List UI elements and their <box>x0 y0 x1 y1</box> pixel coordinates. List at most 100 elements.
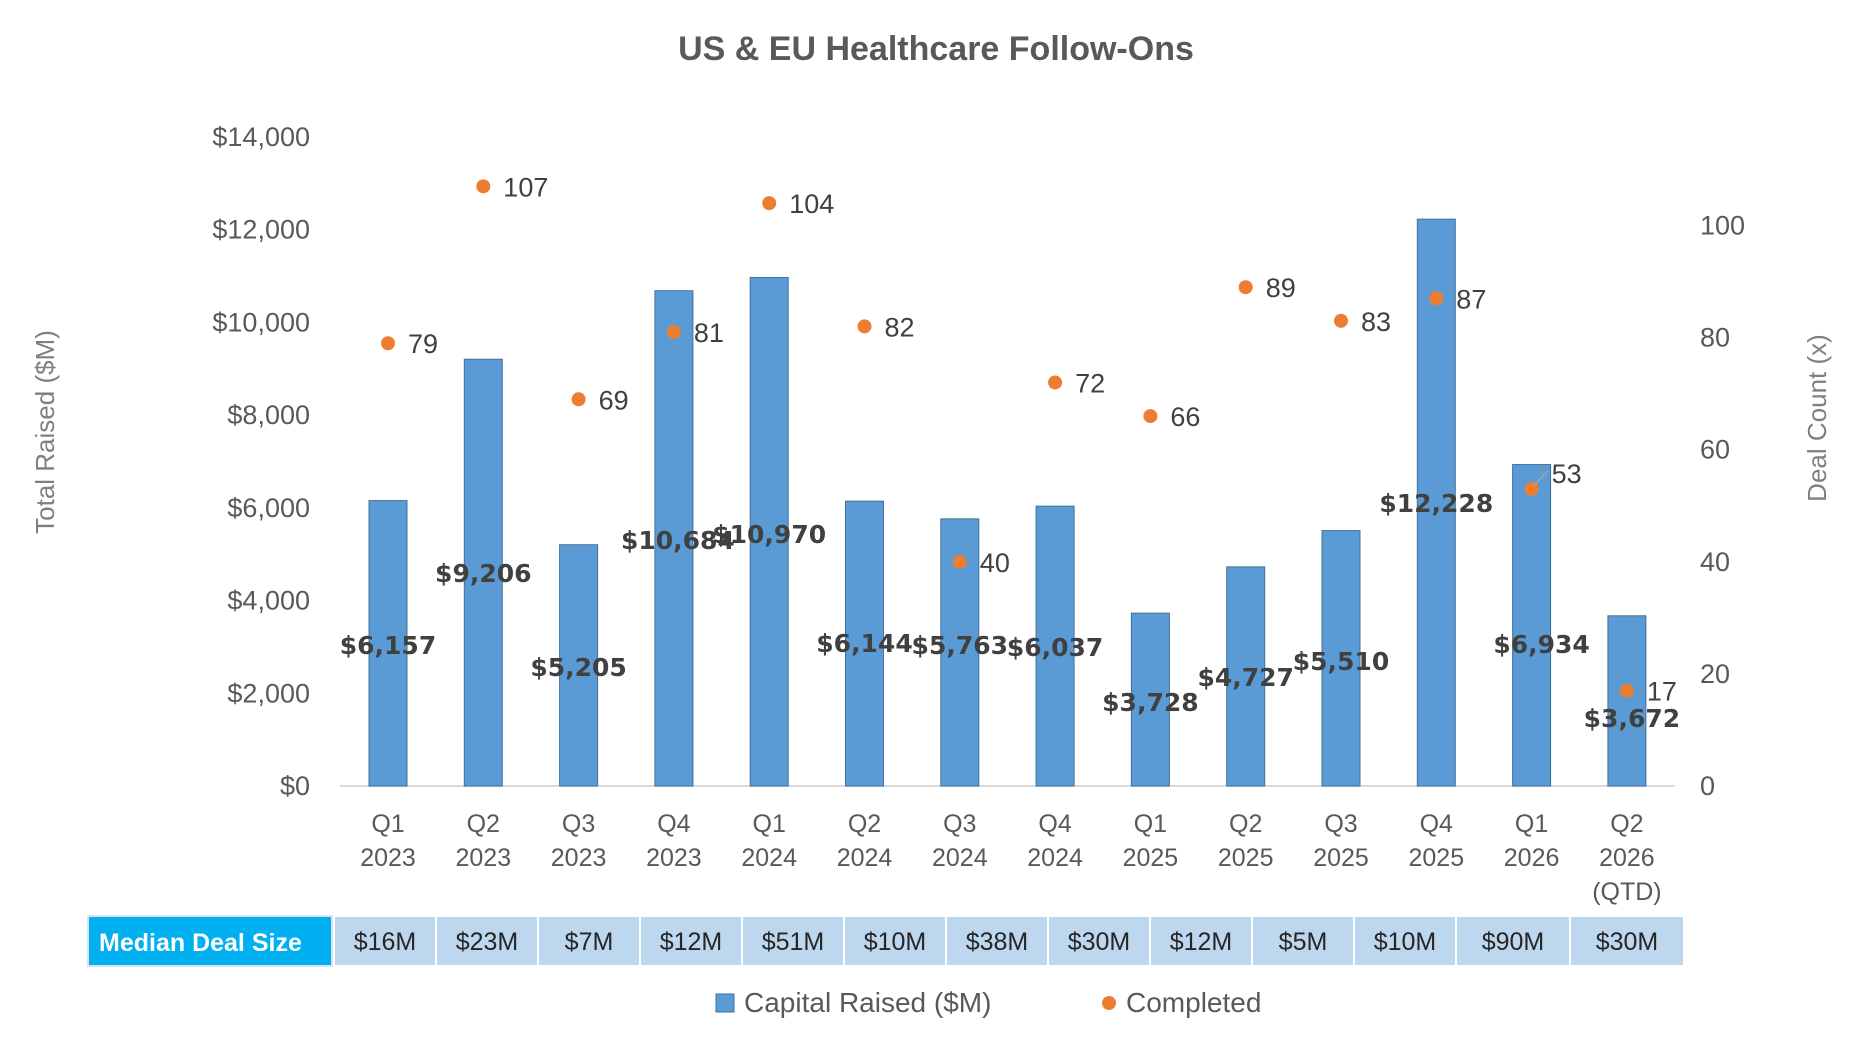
y2-tick-label: 0 <box>1700 771 1715 801</box>
y-tick-label: $6,000 <box>227 493 310 523</box>
point <box>476 179 491 194</box>
median-table-cell <box>843 915 947 967</box>
bar <box>654 290 694 787</box>
median-table-value: $51M <box>762 928 825 956</box>
y-tick-label: $0 <box>280 771 310 801</box>
bar <box>1416 218 1456 787</box>
y2-tick-label: 40 <box>1700 547 1730 577</box>
point <box>1334 313 1348 328</box>
point-value-label: 66 <box>1170 402 1200 432</box>
point-value-label: 40 <box>980 548 1010 578</box>
y-tick-label: $14,000 <box>212 122 310 152</box>
median-table-value: $23M <box>456 928 519 956</box>
median-table-cell <box>1569 915 1685 967</box>
point-value-label: 82 <box>885 312 915 342</box>
point-value-label: 81 <box>694 318 724 348</box>
bar <box>1607 615 1647 787</box>
median-table-cell <box>1047 915 1151 967</box>
y-axis-title: Total Raised ($M) <box>30 330 60 534</box>
point <box>952 554 967 569</box>
x-tick-label: Q2 <box>848 810 881 838</box>
point-value-label: 89 <box>1266 273 1296 303</box>
legend-swatch-capital <box>715 993 735 1013</box>
median-table-cell <box>945 915 1049 967</box>
bar <box>463 358 503 787</box>
chart-title: US & EU Healthcare Follow-Ons <box>678 30 1194 68</box>
y-tick-label: $12,000 <box>212 215 310 245</box>
bar <box>1512 464 1552 787</box>
x-tick-label: 2024 <box>837 844 893 872</box>
median-table-label: Median Deal Size <box>99 929 302 957</box>
point <box>762 196 777 211</box>
bar-value-label: $10,684 <box>621 526 735 555</box>
median-table-value: $38M <box>966 928 1029 956</box>
point <box>1429 291 1444 306</box>
y-tick-label: $2,000 <box>227 678 310 708</box>
x-tick-label: 2023 <box>455 844 511 872</box>
median-table-cell <box>1251 915 1355 967</box>
median-table-cell <box>1455 915 1571 967</box>
bar-value-label: $5,510 <box>1293 647 1389 676</box>
bar-value-label: $3,728 <box>1102 688 1198 717</box>
x-tick-label: 2024 <box>1027 844 1083 872</box>
x-tick-label: 2026 <box>1504 844 1560 872</box>
y2-tick-label: 100 <box>1700 211 1745 241</box>
y-tick-label: $4,000 <box>227 586 310 616</box>
median-table-value: $5M <box>1279 928 1328 956</box>
bar <box>559 544 599 787</box>
bar-value-label: $12,228 <box>1379 489 1493 518</box>
x-tick-label: Q2 <box>1229 810 1262 838</box>
bar-value-label: $6,144 <box>816 629 912 658</box>
legend: Capital Raised ($M) Completed <box>715 987 1261 1018</box>
x-tick-label: Q4 <box>1420 810 1453 838</box>
x-tick-label: 2025 <box>1408 844 1464 872</box>
x-tick-label: Q1 <box>371 810 404 838</box>
bar-value-label: $9,206 <box>435 559 531 588</box>
legend-label-capital: Capital Raised ($M) <box>744 987 991 1018</box>
bar-value-label: $6,934 <box>1493 630 1589 659</box>
median-table-header-cell <box>87 915 333 967</box>
point-value-label: 79 <box>408 329 438 359</box>
y2-tick-label: 80 <box>1700 323 1730 353</box>
x-tick-label: 2025 <box>1218 844 1274 872</box>
leader-line <box>1534 470 1549 486</box>
bar-value-label: $3,672 <box>1584 704 1680 733</box>
bar <box>1226 566 1266 787</box>
point <box>666 325 681 340</box>
median-table-cell <box>537 915 641 967</box>
point-value-label: 87 <box>1456 284 1486 314</box>
bar-value-label: $5,763 <box>912 631 1008 660</box>
x-tick-label: 2023 <box>646 844 702 872</box>
median-table-value: $12M <box>1170 928 1233 956</box>
legend-label-completed: Completed <box>1126 987 1261 1018</box>
point <box>1048 375 1063 390</box>
x-tick-label: 2025 <box>1123 844 1179 872</box>
bar <box>1321 530 1361 787</box>
point <box>571 392 586 407</box>
x-tick-label: 2023 <box>551 844 607 872</box>
median-table-value: $7M <box>565 928 614 956</box>
y-tick-label: $10,000 <box>212 307 310 337</box>
bar <box>845 500 884 787</box>
x-tick-label: Q2 <box>1610 810 1643 838</box>
x-tick-label: Q2 <box>467 810 500 838</box>
bar-value-label: $6,037 <box>1007 633 1103 662</box>
median-table-value: $30M <box>1596 928 1659 956</box>
median-table-cell <box>741 915 845 967</box>
point <box>1143 409 1158 424</box>
x-tick-label: Q3 <box>1324 810 1357 838</box>
y-tick-label: $8,000 <box>227 400 310 430</box>
median-table-value: $90M <box>1482 928 1545 956</box>
x-tick-label: Q3 <box>562 810 595 838</box>
median-table-value: $10M <box>1374 928 1437 956</box>
bar-value-label: $4,727 <box>1197 663 1293 692</box>
bar-value-label: $6,157 <box>340 631 436 660</box>
y2-axis-title: Deal Count (x) <box>1802 334 1832 502</box>
point-value-label: 17 <box>1647 677 1677 707</box>
bar <box>749 276 789 787</box>
point-value-label: 69 <box>599 385 629 415</box>
median-table-value: $10M <box>864 928 927 956</box>
x-tick-label: Q1 <box>1134 810 1167 838</box>
x-tick-label: 2026 <box>1599 844 1655 872</box>
